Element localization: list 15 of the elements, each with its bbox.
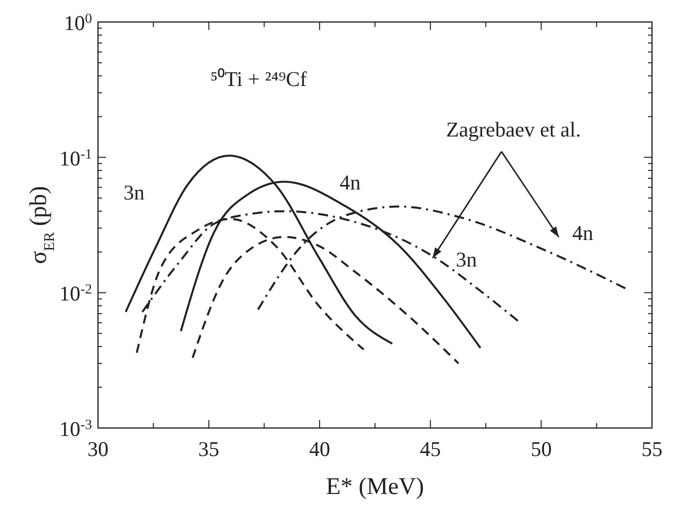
x-tick-label: 55 (642, 437, 662, 461)
annotation: ⁵⁰Ti + ²⁴⁹Cf (210, 66, 307, 91)
annotation: 3n (456, 248, 478, 272)
x-tick-label: 40 (309, 437, 330, 461)
y-tick-label: 10$^{-2}$ (59, 282, 92, 306)
y-tick-label: 10$^{0}$ (64, 11, 92, 35)
x-tick-label: 50 (530, 437, 552, 461)
annotation: 3n (124, 180, 146, 205)
annotation: 4n (572, 221, 594, 246)
annotation: Zagrebaev et al. (446, 118, 581, 142)
x-axis-title: E* (MeV) (326, 474, 424, 500)
x-tick-label: 35 (198, 437, 220, 461)
x-tick-label: 45 (420, 437, 441, 461)
y-tick-label: 10$^{-1}$ (59, 146, 92, 170)
annotation: 4n (340, 170, 362, 194)
